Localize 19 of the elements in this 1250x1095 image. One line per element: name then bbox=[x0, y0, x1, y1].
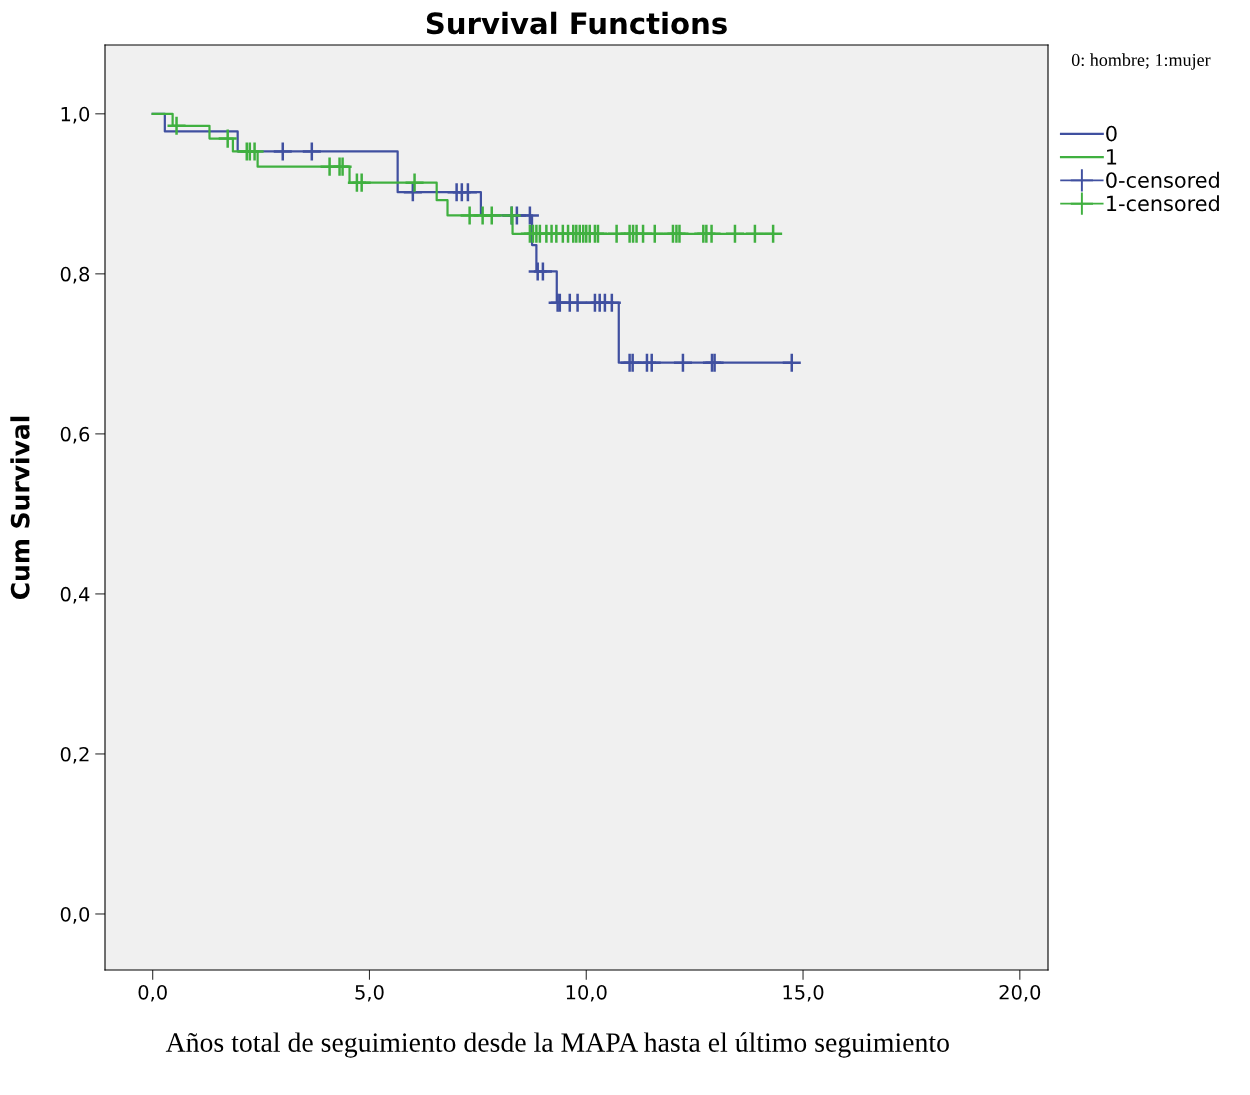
y-tick-label: 0,4 bbox=[60, 586, 90, 604]
legend-label: 1-censored bbox=[1107, 195, 1219, 212]
legend-title: 0: hombre; 1:mujer bbox=[1071, 53, 1211, 70]
x-axis-title: Años total de seguimiento desde la MAPA hasta el último seguimiento bbox=[165, 1032, 949, 1058]
legend-label: 0-censored bbox=[1106, 171, 1219, 188]
x-tick-label: 10,0 bbox=[566, 984, 607, 1002]
legend-label: 0 bbox=[1106, 125, 1117, 142]
y-tick-label: 1,0 bbox=[61, 106, 90, 124]
y-tick-label: 0,6 bbox=[60, 426, 90, 444]
legend-label: 1 bbox=[1107, 149, 1117, 165]
y-tick-label: 0,2 bbox=[60, 746, 89, 764]
x-tick-label: 20,0 bbox=[999, 984, 1041, 1002]
x-tick-label: 0,0 bbox=[138, 984, 167, 1002]
chart-title: Survival Functions bbox=[426, 11, 727, 35]
y-tick-label: 0,0 bbox=[60, 906, 90, 924]
y-axis-title: Cum Survival bbox=[10, 416, 30, 600]
y-tick-label: 0,8 bbox=[60, 266, 90, 284]
x-tick-label: 15,0 bbox=[783, 984, 824, 1002]
x-tick-label: 5,0 bbox=[355, 984, 384, 1002]
